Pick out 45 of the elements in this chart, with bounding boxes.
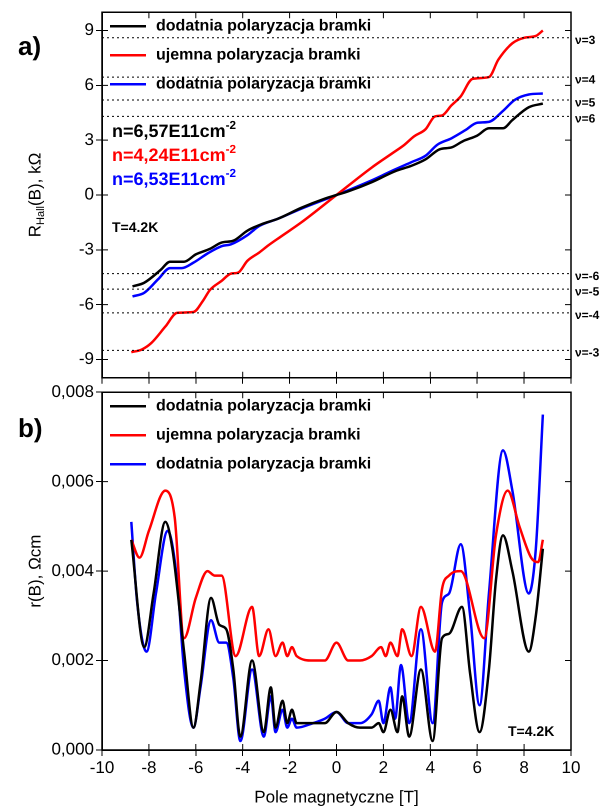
x-tick-label: 10 — [562, 758, 580, 777]
text: ν=-4 — [575, 308, 600, 322]
y-tick-label: 9 — [84, 20, 94, 40]
x-tick-label: -10 — [90, 758, 114, 777]
text: ν=-5 — [575, 284, 600, 298]
y-tick-label: 0,008 — [51, 382, 94, 401]
y-axis-title: RHall(B), kΩ — [26, 152, 48, 238]
y-tick-label: 0,002 — [51, 650, 94, 670]
y-tick-label: -6 — [78, 294, 94, 314]
text: ν=4 — [575, 72, 596, 86]
legend-label: ujemna polaryzacja bramki — [156, 426, 361, 444]
x-tick-label: 4 — [426, 758, 436, 777]
text: b) — [18, 413, 43, 444]
x-axis-title: Pole magnetyczne [T] — [254, 787, 419, 806]
y-tick-label: 6 — [84, 75, 94, 94]
text: ν=-3 — [575, 346, 600, 360]
x-tick-label: 8 — [519, 758, 529, 777]
annotation: T=4.2K — [112, 218, 158, 235]
text: a) — [18, 31, 42, 62]
x-tick-label: -4 — [235, 758, 250, 777]
y-tick-label: 0,000 — [51, 740, 94, 759]
text: ν=3 — [575, 33, 596, 48]
x-tick-label: -2 — [282, 758, 298, 777]
line-series — [130, 489, 544, 662]
text: ν=5 — [575, 95, 596, 110]
legend-label: dodatnia polaryzacja bramki — [156, 18, 372, 35]
y-tick-label: 0 — [84, 184, 94, 204]
y-axis-title: r(B), Ωcm — [26, 534, 45, 608]
legend-label: dodatnia polaryzacja bramki — [156, 398, 372, 415]
x-tick-label: -8 — [141, 758, 156, 777]
text: ν=-6 — [575, 268, 600, 283]
y-tick-label: -3 — [78, 240, 94, 259]
x-tick-label: 6 — [472, 758, 482, 777]
y-tick-label: 3 — [84, 130, 94, 149]
legend-label: ujemna polaryzacja bramki — [156, 46, 361, 64]
legend-label: dodatnia polaryzacja bramki — [156, 456, 372, 473]
annotation: T=4.2K — [508, 722, 554, 739]
y-tick-label: -9 — [78, 349, 94, 368]
x-tick-label: -6 — [188, 758, 204, 777]
legend-label: dodatnia polaryzacja bramki — [156, 76, 372, 93]
x-tick-label: 2 — [378, 758, 388, 777]
y-tick-label: 0,006 — [51, 471, 94, 490]
x-tick-label: 0 — [332, 758, 342, 777]
text: ν=6 — [575, 112, 596, 126]
y-tick-label: 0,004 — [51, 560, 94, 580]
